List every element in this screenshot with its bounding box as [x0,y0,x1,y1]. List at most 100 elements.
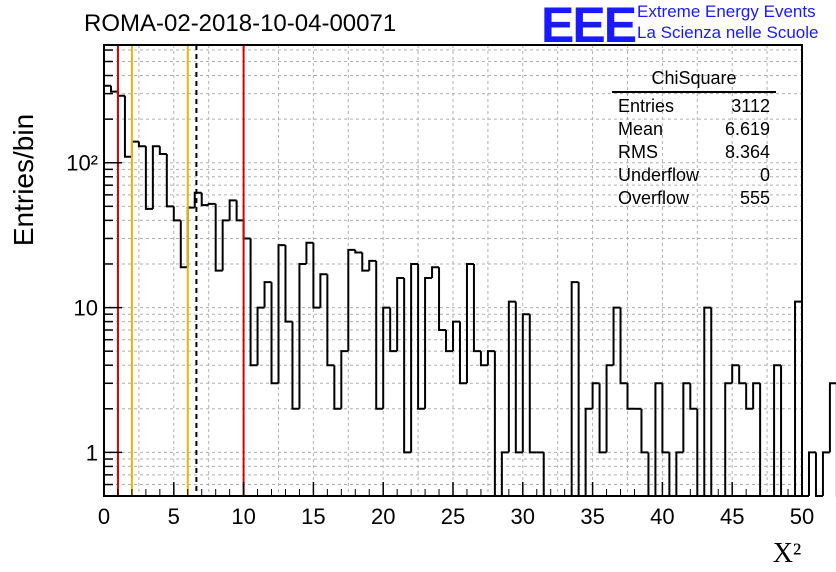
histogram-bin [828,382,836,453]
histogram-bin [417,263,426,410]
histogram-bin [738,365,747,385]
histogram-bin [277,244,286,384]
stats-label: RMS [618,142,658,162]
histogram-bin [165,153,174,208]
x-tick-label: 35 [580,504,604,529]
histogram-bin [270,282,279,385]
histogram-bin [103,84,111,496]
histogram-bin [172,206,181,222]
x-tick-label: 30 [511,504,535,529]
x-axis-label: X² [773,538,802,569]
histogram-bin [675,451,684,496]
histogram-bin [263,281,272,308]
x-tick-label: 15 [301,504,325,529]
histogram-bin [333,365,342,410]
histogram-bin [158,146,167,155]
histogram-bin [326,274,335,367]
histogram-bin [445,330,453,353]
histogram-bin [521,313,530,453]
stats-label: Entries [618,96,675,116]
histogram-bin [710,307,719,497]
y-axis-label: Entries/bin [8,114,39,246]
histogram-bin [821,451,830,496]
histogram-bin [284,245,293,323]
x-tick-label: 25 [441,504,465,529]
histogram-bin [431,266,440,279]
histogram-bin [458,321,467,385]
histogram-bin [214,203,223,272]
histogram-bin [584,407,593,496]
axes: 0 5 10 15 20 25 30 35 40 45 50 1 10 10² [66,44,814,529]
histogram-bin [228,199,237,221]
histogram-bin [291,321,300,410]
histogram-bin [486,350,495,366]
histogram-bin [221,219,230,271]
histogram-bin [570,281,579,496]
y-tick-label: 1 [86,440,98,465]
histogram-bin [507,300,516,453]
histogram-bin [479,351,488,367]
histogram-bin [598,383,607,454]
histogram-bin [452,320,460,352]
x-tick-label: 20 [371,504,395,529]
histogram-bin [807,451,816,496]
stats-value: 8.364 [724,142,770,162]
stats-box-name: ChiSquare [612,68,776,93]
histogram-bin [514,301,523,454]
histogram-bin [731,364,740,384]
histogram-bin [186,206,195,268]
stats-row-mean: Mean 6.619 [612,118,776,141]
histogram-bin [354,249,363,254]
histogram-bin [814,452,823,497]
histogram-bin [207,202,216,206]
histogram-bin [151,145,160,209]
histogram-bin [724,382,733,496]
stats-row-rms: RMS 8.364 [612,141,776,164]
histogram-bin [619,307,628,385]
histogram-bin [465,262,474,384]
x-tick-label: 5 [168,504,180,529]
stats-label: Mean [618,119,664,139]
histogram-bin [249,238,258,367]
histogram-bin [640,408,649,454]
histogram-bin [438,267,447,332]
histogram-bin [605,364,614,453]
histogram-bin [130,140,139,157]
histogram-bin [682,382,691,453]
histogram-bin [235,200,244,222]
histogram-bin [256,306,265,366]
histogram-bin [312,242,321,309]
histogram-bin [340,350,349,409]
histogram-bin [410,262,419,453]
histogram-bin [759,383,768,497]
stats-label: Overflow [618,188,690,208]
stats-value: 0 [759,165,770,185]
histogram-bin [801,301,809,497]
histogram-bin [403,278,412,454]
x-tick-label: 50 [790,504,814,529]
reference-lines [116,45,245,496]
x-tick-label: 10 [231,504,255,529]
stats-value: 555 [739,188,770,208]
histogram-bin [109,85,118,93]
x-tick-label: 0 [98,504,110,529]
stats-value: 6.619 [724,119,770,139]
histogram-bin [752,382,761,409]
stats-row-entries: Entries 3112 [612,95,776,118]
histogram-bin [242,220,251,240]
histogram-bin [689,383,698,410]
histogram-bin [347,248,356,352]
histogram-bin [144,146,153,210]
stats-row-overflow: Overflow 555 [612,187,776,210]
eee-logo-line2: La Scienza nelle Scuole [637,23,819,42]
histogram-bin [375,260,384,410]
histogram-bin [382,306,391,409]
stats-value: 3112 [731,96,770,116]
y-tick-label: 10² [66,151,98,176]
stats-row-underflow: Underflow 0 [612,164,776,187]
x-tick-label: 45 [720,504,744,529]
histogram-bin [305,241,314,264]
histogram-bin [661,383,670,454]
histogram-bin [396,277,405,352]
stats-box: ChiSquare Entries 3112 Mean 6.619 RMS 8.… [612,68,776,210]
